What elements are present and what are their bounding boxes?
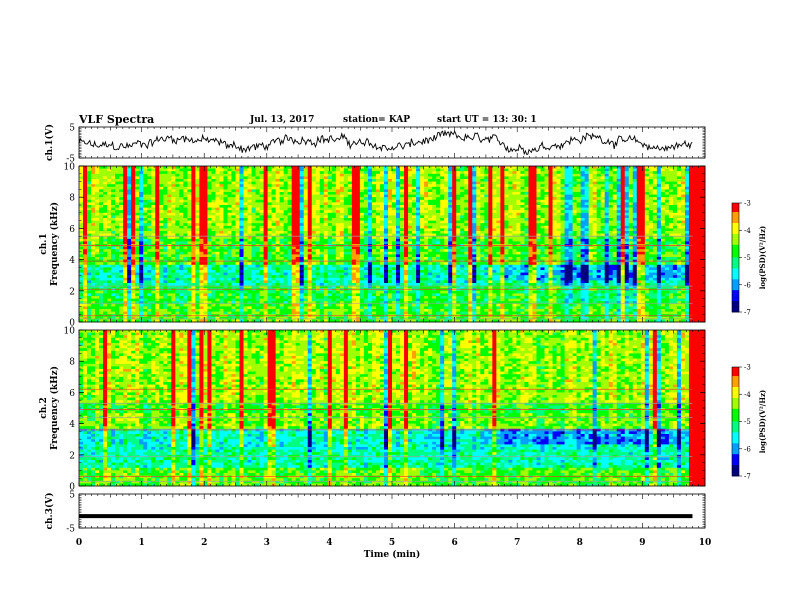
x-tick-label: 0 [76,538,82,548]
ch1-waveform-line [78,129,693,156]
ch1-spectrogram-ylabel-line2: Frequency (kHz) [49,202,60,286]
x-tick-label: 10 [699,538,712,548]
ch3-waveform-frame [78,493,706,529]
x-tick-label: 6 [451,538,457,548]
x-tick-label: 3 [264,538,270,548]
ch2-colorbar-tick: -4 [744,391,751,399]
ch1-waveform-ylabel: ch.1(V) [44,124,55,161]
ch1-spectrogram-cells [79,166,706,323]
ch2-colorbar-tick: -6 [744,445,751,453]
ch1-colorbar-tick: -5 [744,254,751,262]
ch1-colorbar-label: log(PSD)(V²/Hz) [758,226,767,290]
x-tick-label: 2 [201,538,207,548]
ch2-colorbar [731,366,742,477]
ch1-colorbar-tick: -7 [744,309,751,317]
ch2-colorbar-label: log(PSD)(V²/Hz) [758,390,767,454]
ch2-spectrogram-ylabel-line2: Frequency (kHz) [49,366,60,450]
x-tick-label: 9 [639,538,645,548]
ch1-spectrogram-ytick: 4 [69,256,75,266]
x-tick-label: 4 [326,538,332,548]
ch2-colorbar-tick: -3 [744,364,751,372]
x-tick-label: 1 [138,538,144,548]
ch2-spectrogram-ylabel-line1: ch.2 [39,397,49,418]
date-label: Jul. 13, 2017 [250,115,315,125]
ch1-spectrogram-ytick: 8 [69,194,75,204]
chart-title: VLF Spectra [79,113,155,126]
ch1-colorbar [731,202,742,313]
ch2-spectrogram-ytick: 8 [69,358,75,368]
ch1-waveform-ytick: -5 [66,155,75,165]
ch1-spectrogram-ytick: 0 [69,319,75,329]
ch1-spectrogram-ytick: 6 [69,225,75,235]
ch2-spectrogram-cells [79,330,706,487]
ch2-spectrogram-ytick: 10 [64,327,76,337]
ch3-waveform-ytick: -5 [66,525,75,535]
ch1-spectrogram-ytick: 10 [64,163,76,173]
ch1-colorbar-tick: -6 [744,281,751,289]
x-tick-label: 7 [514,538,520,548]
ch2-spectrogram-ytick: 6 [69,389,75,399]
ch1-spectrogram-ytick: 2 [69,287,75,297]
x-tick-label: 5 [389,538,395,548]
ch1-colorbar-tick: -4 [744,227,751,235]
ch1-colorbar-tick: -3 [744,200,751,208]
station-label: station= KAP [343,115,411,125]
ch2-colorbar-tick: -7 [744,473,751,481]
ch2-colorbar-tick: -5 [744,418,751,426]
x-tick-label: 8 [577,538,583,548]
x-axis-label: Time (min) [364,549,421,560]
ch3-waveform-ytick: 5 [69,491,75,501]
start-time-label: start UT = 13: 30: 1 [437,115,537,125]
ch3-waveform-ylabel: ch.3(V) [44,493,55,530]
ch2-spectrogram-ytick: 0 [69,483,75,493]
ch2-spectrogram-ytick: 4 [69,420,75,430]
ch1-spectrogram-ylabel-line1: ch.1 [39,233,49,254]
ch2-spectrogram-ytick: 2 [69,451,75,461]
ch1-waveform-ytick: 5 [69,124,75,134]
